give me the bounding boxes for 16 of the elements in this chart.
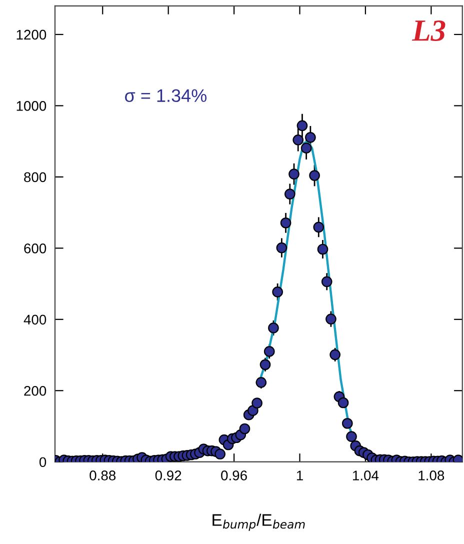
y-tick-label: 400 xyxy=(24,314,46,325)
y-tick-label: 0 xyxy=(39,457,46,468)
annotation: σ = 1.34% xyxy=(125,89,207,102)
x-tick-label: 1 xyxy=(296,470,303,480)
y-tick-label: 800 xyxy=(24,172,46,182)
y-tick-label: 1000 xyxy=(16,101,46,111)
annotation: L3 xyxy=(412,20,446,41)
y-tick-label: 600 xyxy=(24,244,46,254)
y-tick-label: 1200 xyxy=(16,30,46,40)
x-tick-label: 1.04 xyxy=(353,470,379,480)
x-tick-label: 0.96 xyxy=(221,470,247,480)
x-tick-label: 1.08 xyxy=(418,470,444,480)
x-axis-title: E$_{bump}$/E$_{beam}$ xyxy=(212,514,305,531)
x-tick-label: 0.92 xyxy=(155,470,182,480)
y-tick-label: 200 xyxy=(24,386,46,396)
x-tick-label: 0.88 xyxy=(90,470,116,480)
